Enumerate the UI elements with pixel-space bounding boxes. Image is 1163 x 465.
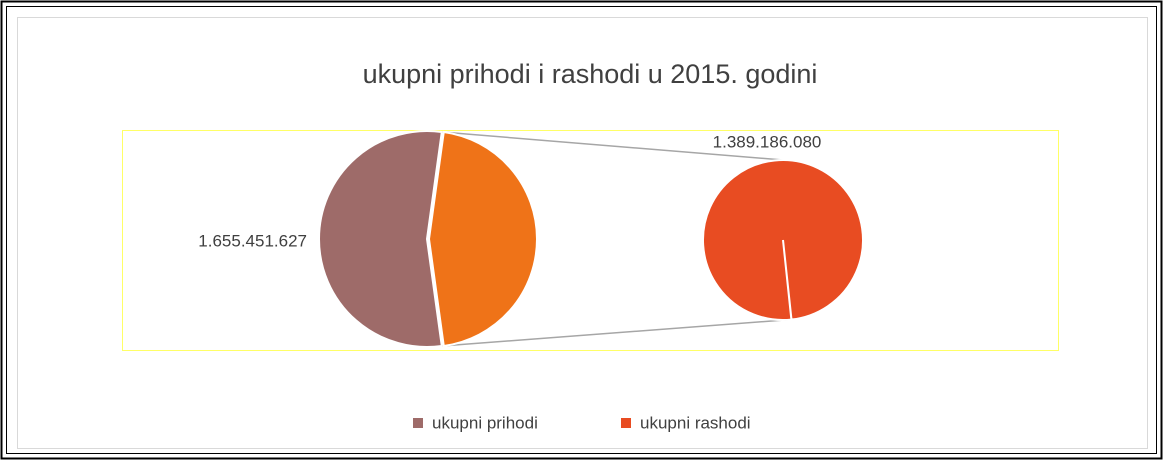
data-label: 1.655.451.627	[198, 231, 307, 250]
pie-slice	[318, 130, 443, 348]
secondary-pie-slice	[701, 159, 864, 322]
legend-swatch	[621, 418, 631, 428]
data-label: 1.389.186.080	[713, 132, 822, 151]
chart-title: ukupni prihodi i rashodi u 2015. godini	[363, 59, 818, 89]
outer-frame-inner	[6, 6, 1157, 454]
pie-slice	[427, 130, 539, 348]
connector-line	[441, 131, 784, 161]
legend-label: ukupni prihodi	[432, 413, 538, 432]
chart-area	[17, 17, 1148, 449]
legend-swatch	[413, 418, 423, 428]
legend-label: ukupni rashodi	[640, 413, 751, 432]
plot-area	[122, 130, 1059, 351]
connector-line	[441, 318, 792, 347]
